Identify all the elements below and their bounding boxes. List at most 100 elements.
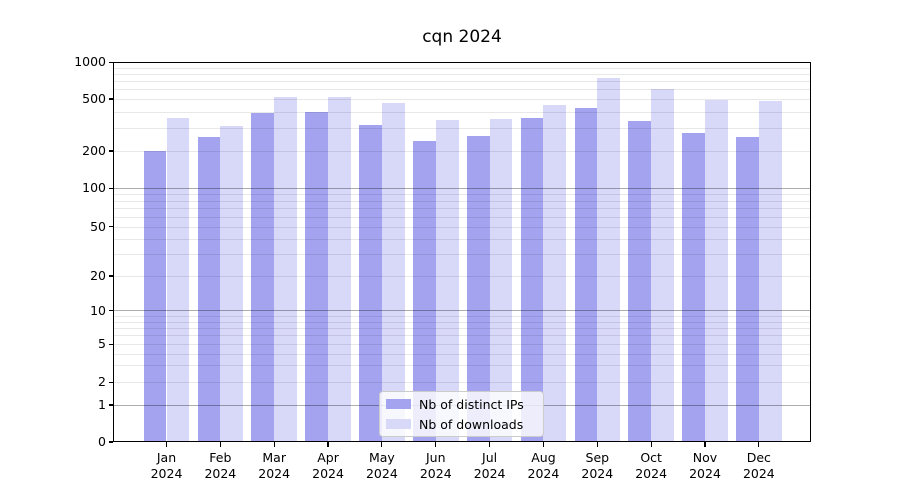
x-tick-month: Apr xyxy=(317,450,339,465)
x-tick-label: Jul 2024 xyxy=(460,450,520,481)
x-tick-year: 2024 xyxy=(312,465,344,481)
gridline-minor xyxy=(113,254,811,256)
gridline-minor xyxy=(113,382,811,384)
x-tick-month: Jun xyxy=(425,450,446,465)
x-tick-label: Dec 2024 xyxy=(729,450,789,481)
gridline-major xyxy=(113,187,811,189)
bar-feb-downloads xyxy=(220,126,244,442)
gridline-minor xyxy=(113,365,811,367)
x-tick-label: Aug 2024 xyxy=(513,450,573,481)
bar-feb-distinct-ips xyxy=(197,137,221,442)
gridline-minor xyxy=(113,151,811,152)
gridline-minor xyxy=(113,344,811,346)
gridline-minor xyxy=(113,67,811,69)
gridline-minor xyxy=(113,226,811,228)
gridline-major xyxy=(113,310,811,312)
x-tick-label: Mar 2024 xyxy=(244,450,304,481)
x-tick xyxy=(650,442,652,447)
legend: Nb of distinct IPs Nb of downloads xyxy=(379,391,544,437)
x-tick-label: Jun 2024 xyxy=(406,450,466,481)
bar-nov-downloads xyxy=(705,100,728,442)
x-tick-month: Sep xyxy=(585,450,610,465)
x-tick-label: Nov 2024 xyxy=(675,450,735,481)
y-tick-label: 0 xyxy=(98,434,106,449)
bar-nov-distinct-ips xyxy=(682,132,705,442)
x-tick-year: 2024 xyxy=(581,465,614,481)
gridline-minor xyxy=(113,99,811,100)
legend-swatch-distinct-ips xyxy=(386,399,411,409)
y-tick-label: 1 xyxy=(98,397,106,412)
y-tick-label: 200 xyxy=(82,143,106,158)
bar-apr-downloads xyxy=(328,96,351,442)
x-tick xyxy=(381,442,383,447)
x-tick-year: 2024 xyxy=(527,465,560,481)
bar-sep-downloads xyxy=(597,77,621,442)
x-tick-year: 2024 xyxy=(365,465,398,481)
legend-item: Nb of downloads xyxy=(386,417,537,432)
x-tick-label: Oct 2024 xyxy=(621,450,681,481)
gridline-minor xyxy=(113,238,811,240)
gridline-minor xyxy=(113,335,811,337)
x-tick xyxy=(542,442,545,447)
x-tick-month: Jul xyxy=(482,450,498,465)
bar-oct-downloads xyxy=(651,88,674,442)
x-tick-month: Jan xyxy=(156,450,177,465)
gridline-minor xyxy=(113,216,811,218)
x-tick-label: Jan 2024 xyxy=(137,450,197,481)
x-tick-year: 2024 xyxy=(635,465,668,481)
gridline-minor xyxy=(113,74,811,76)
x-tick-year: 2024 xyxy=(473,465,506,481)
y-tick-label: 20 xyxy=(90,268,106,283)
x-tick-month: Aug xyxy=(531,450,556,465)
y-tick xyxy=(108,150,113,152)
legend-label: Nb of downloads xyxy=(419,416,524,432)
x-tick-month: Dec xyxy=(746,450,771,465)
x-tick-year: 2024 xyxy=(258,465,291,481)
bar-oct-distinct-ips xyxy=(628,120,652,442)
gridline-minor xyxy=(113,327,811,329)
bar-mar-distinct-ips xyxy=(251,113,275,442)
x-tick-year: 2024 xyxy=(689,465,721,481)
bar-dec-downloads xyxy=(758,101,782,442)
x-tick xyxy=(435,442,437,447)
gridline-minor xyxy=(113,111,811,113)
gridline-minor xyxy=(113,89,811,91)
bar-jul-distinct-ips xyxy=(466,136,490,442)
x-tick xyxy=(327,442,329,447)
y-tick-label: 10 xyxy=(90,302,106,318)
y-tick-label: 2 xyxy=(98,374,106,390)
y-tick xyxy=(108,310,113,312)
chart-title: cqn 2024 xyxy=(422,27,502,47)
gridline-minor xyxy=(113,200,811,202)
gridline-minor xyxy=(113,81,811,83)
x-tick-label: Sep 2024 xyxy=(567,450,627,481)
y-tick-label: 100 xyxy=(82,180,106,196)
y-tick-label: 1000 xyxy=(74,54,106,70)
gridline-minor xyxy=(113,276,811,277)
x-tick xyxy=(596,442,598,447)
x-tick-month: May xyxy=(368,450,395,465)
bar-apr-distinct-ips xyxy=(305,111,329,442)
gridline-minor xyxy=(113,321,811,323)
x-tick xyxy=(758,442,760,447)
x-tick-year: 2024 xyxy=(204,465,237,481)
bar-jul-downloads xyxy=(489,119,513,442)
bar-aug-downloads xyxy=(543,104,567,442)
legend-swatch-downloads xyxy=(386,419,411,429)
x-tick xyxy=(219,442,221,447)
y-tick xyxy=(108,226,113,228)
x-tick xyxy=(489,442,491,447)
bar-jun-downloads xyxy=(435,120,459,442)
x-tick-month: Nov xyxy=(692,450,718,465)
y-tick-label: 5 xyxy=(98,336,106,352)
x-tick-label: May 2024 xyxy=(352,450,412,481)
x-tick-label: Feb 2024 xyxy=(190,450,250,481)
bar-sep-distinct-ips xyxy=(574,108,598,442)
bar-may-downloads xyxy=(381,103,405,442)
gridline-minor xyxy=(113,353,811,355)
y-tick xyxy=(108,61,113,63)
bar-dec-distinct-ips xyxy=(736,137,759,442)
legend-label: Nb of distinct IPs xyxy=(419,396,524,412)
x-tick-year: 2024 xyxy=(742,465,775,481)
